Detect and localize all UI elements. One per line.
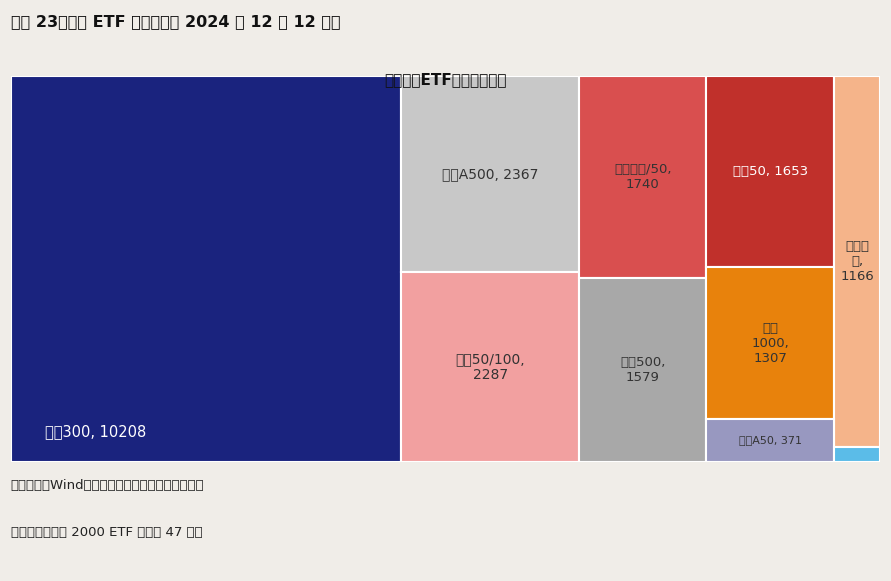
Bar: [707, 76, 834, 267]
Bar: [707, 419, 834, 462]
Text: 中证A500, 2367: 中证A500, 2367: [442, 167, 538, 181]
Text: 创业板指/50,
1740: 创业板指/50, 1740: [614, 163, 672, 191]
Bar: [834, 447, 880, 462]
Bar: [11, 76, 401, 462]
Text: 其他宽
基,
1166: 其他宽 基, 1166: [840, 240, 874, 283]
Text: 中证500,
1579: 中证500, 1579: [620, 356, 666, 384]
Text: 沪深300, 10208: 沪深300, 10208: [45, 424, 147, 439]
Text: 中证
1000,
1307: 中证 1000, 1307: [751, 321, 789, 364]
Bar: [834, 76, 880, 447]
Bar: [401, 272, 579, 462]
Text: 科创50/100,
2287: 科创50/100, 2287: [455, 352, 525, 382]
Bar: [579, 278, 707, 462]
Text: 资料来源：Wind，兴业证券经济与金融研究院整理: 资料来源：Wind，兴业证券经济与金融研究院整理: [11, 479, 204, 492]
Text: 图表 23、宽基 ETF 规模（截至 2024 年 12 月 12 日）: 图表 23、宽基 ETF 规模（截至 2024 年 12 月 12 日）: [11, 15, 340, 30]
Bar: [579, 76, 707, 278]
Text: 上证50, 1653: 上证50, 1653: [732, 165, 808, 178]
Text: 中证A50, 371: 中证A50, 371: [739, 435, 802, 446]
Text: 最新宽基ETF规模（亿元）: 最新宽基ETF规模（亿元）: [384, 73, 507, 88]
Bar: [707, 267, 834, 419]
Bar: [401, 76, 579, 272]
Text: 注：右下角中证 2000 ETF 规模为 47 亿元: 注：右下角中证 2000 ETF 规模为 47 亿元: [11, 526, 202, 539]
